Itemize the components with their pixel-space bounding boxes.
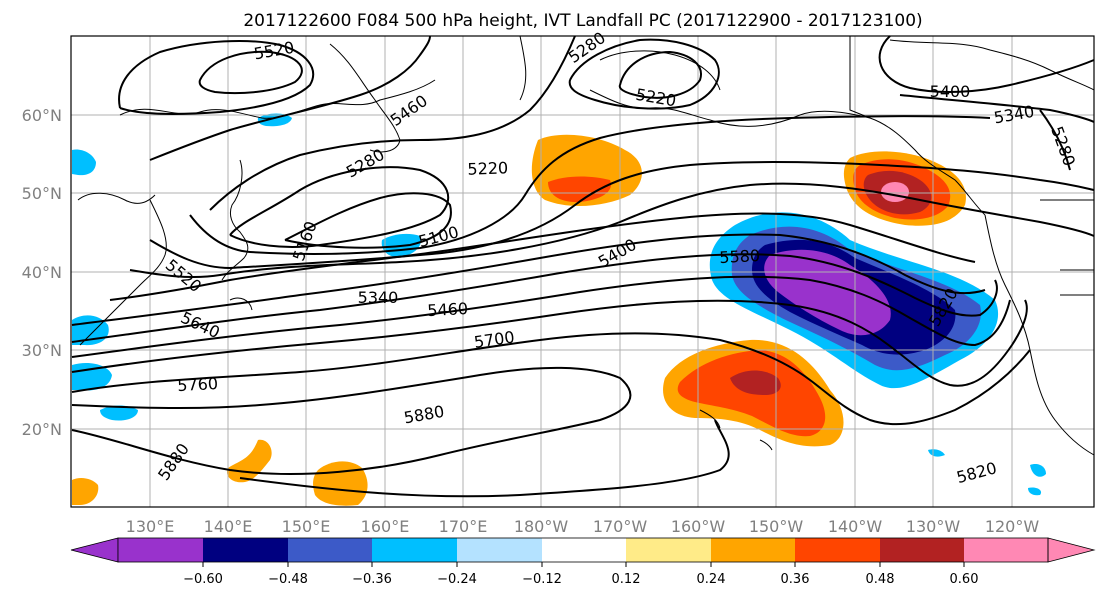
contour-label: 5760 <box>177 374 219 395</box>
lon-tick-label: 160°W <box>671 517 726 536</box>
lat-tick-label: 30°N <box>22 341 62 360</box>
colorbar-extend-low <box>70 537 119 563</box>
lon-tick-label: 140°W <box>828 517 883 536</box>
colorbar-tick-label: 0.48 <box>866 572 895 587</box>
lon-tick-labels: 130°E 140°E 150°E 160°E 170°E 180°W 170°… <box>126 517 1040 536</box>
figure-title: 2017122600 F084 500 hPa height, IVT Land… <box>243 11 922 31</box>
neg-anomaly-core <box>764 249 891 336</box>
colorbar-extend-high <box>1047 537 1096 563</box>
colorbar-tick-label: 0.24 <box>697 572 726 587</box>
contour-label: 5340 <box>358 288 399 307</box>
lon-tick-label: 140°E <box>204 517 253 536</box>
map-border <box>70 35 1095 508</box>
ivt-shading <box>72 113 1046 506</box>
colorbar-tick-label: −0.60 <box>183 572 223 587</box>
lat-tick-label: 60°N <box>22 106 62 125</box>
lon-tick-label: 150°W <box>749 517 804 536</box>
map-panel: 5520 5280 5220 5400 5340 5280 5460 5220 … <box>70 28 1095 508</box>
lat-tick-label: 40°N <box>22 263 62 282</box>
colorbar-tick-label: −0.12 <box>522 572 562 587</box>
colorbar-tick-label: −0.24 <box>437 572 477 587</box>
height-contours <box>71 35 1095 498</box>
lon-tick-label: 130°E <box>126 517 175 536</box>
colorbar-tick-label: −0.48 <box>268 572 308 587</box>
colorbar-tick-label: 0.60 <box>950 572 979 587</box>
contour-label: 5220 <box>467 158 508 178</box>
colorbar-tick-label: 0.12 <box>612 572 641 587</box>
lon-tick-label: 180°W <box>514 517 569 536</box>
contour-label: 5460 <box>427 299 469 320</box>
lon-tick-label: 120°W <box>985 517 1040 536</box>
lon-tick-label: 150°E <box>282 517 331 536</box>
lon-tick-label: 170°E <box>439 517 488 536</box>
lon-tick-label: 170°W <box>593 517 648 536</box>
lon-tick-label: 130°W <box>906 517 961 536</box>
colorbar-tick-label: 0.36 <box>781 572 810 587</box>
colorbar-tick-label: −0.36 <box>352 572 392 587</box>
contour-label: 5580 <box>719 246 761 267</box>
contour-label: 5400 <box>930 82 971 101</box>
lat-tick-labels: 20°N 30°N 40°N 50°N 60°N <box>22 106 62 439</box>
colorbar: −0.60 −0.48 −0.36 −0.24 −0.12 0.12 0.24 … <box>70 537 1096 587</box>
lat-tick-label: 20°N <box>22 420 62 439</box>
lon-tick-label: 160°E <box>361 517 410 536</box>
lat-tick-label: 50°N <box>22 184 62 203</box>
